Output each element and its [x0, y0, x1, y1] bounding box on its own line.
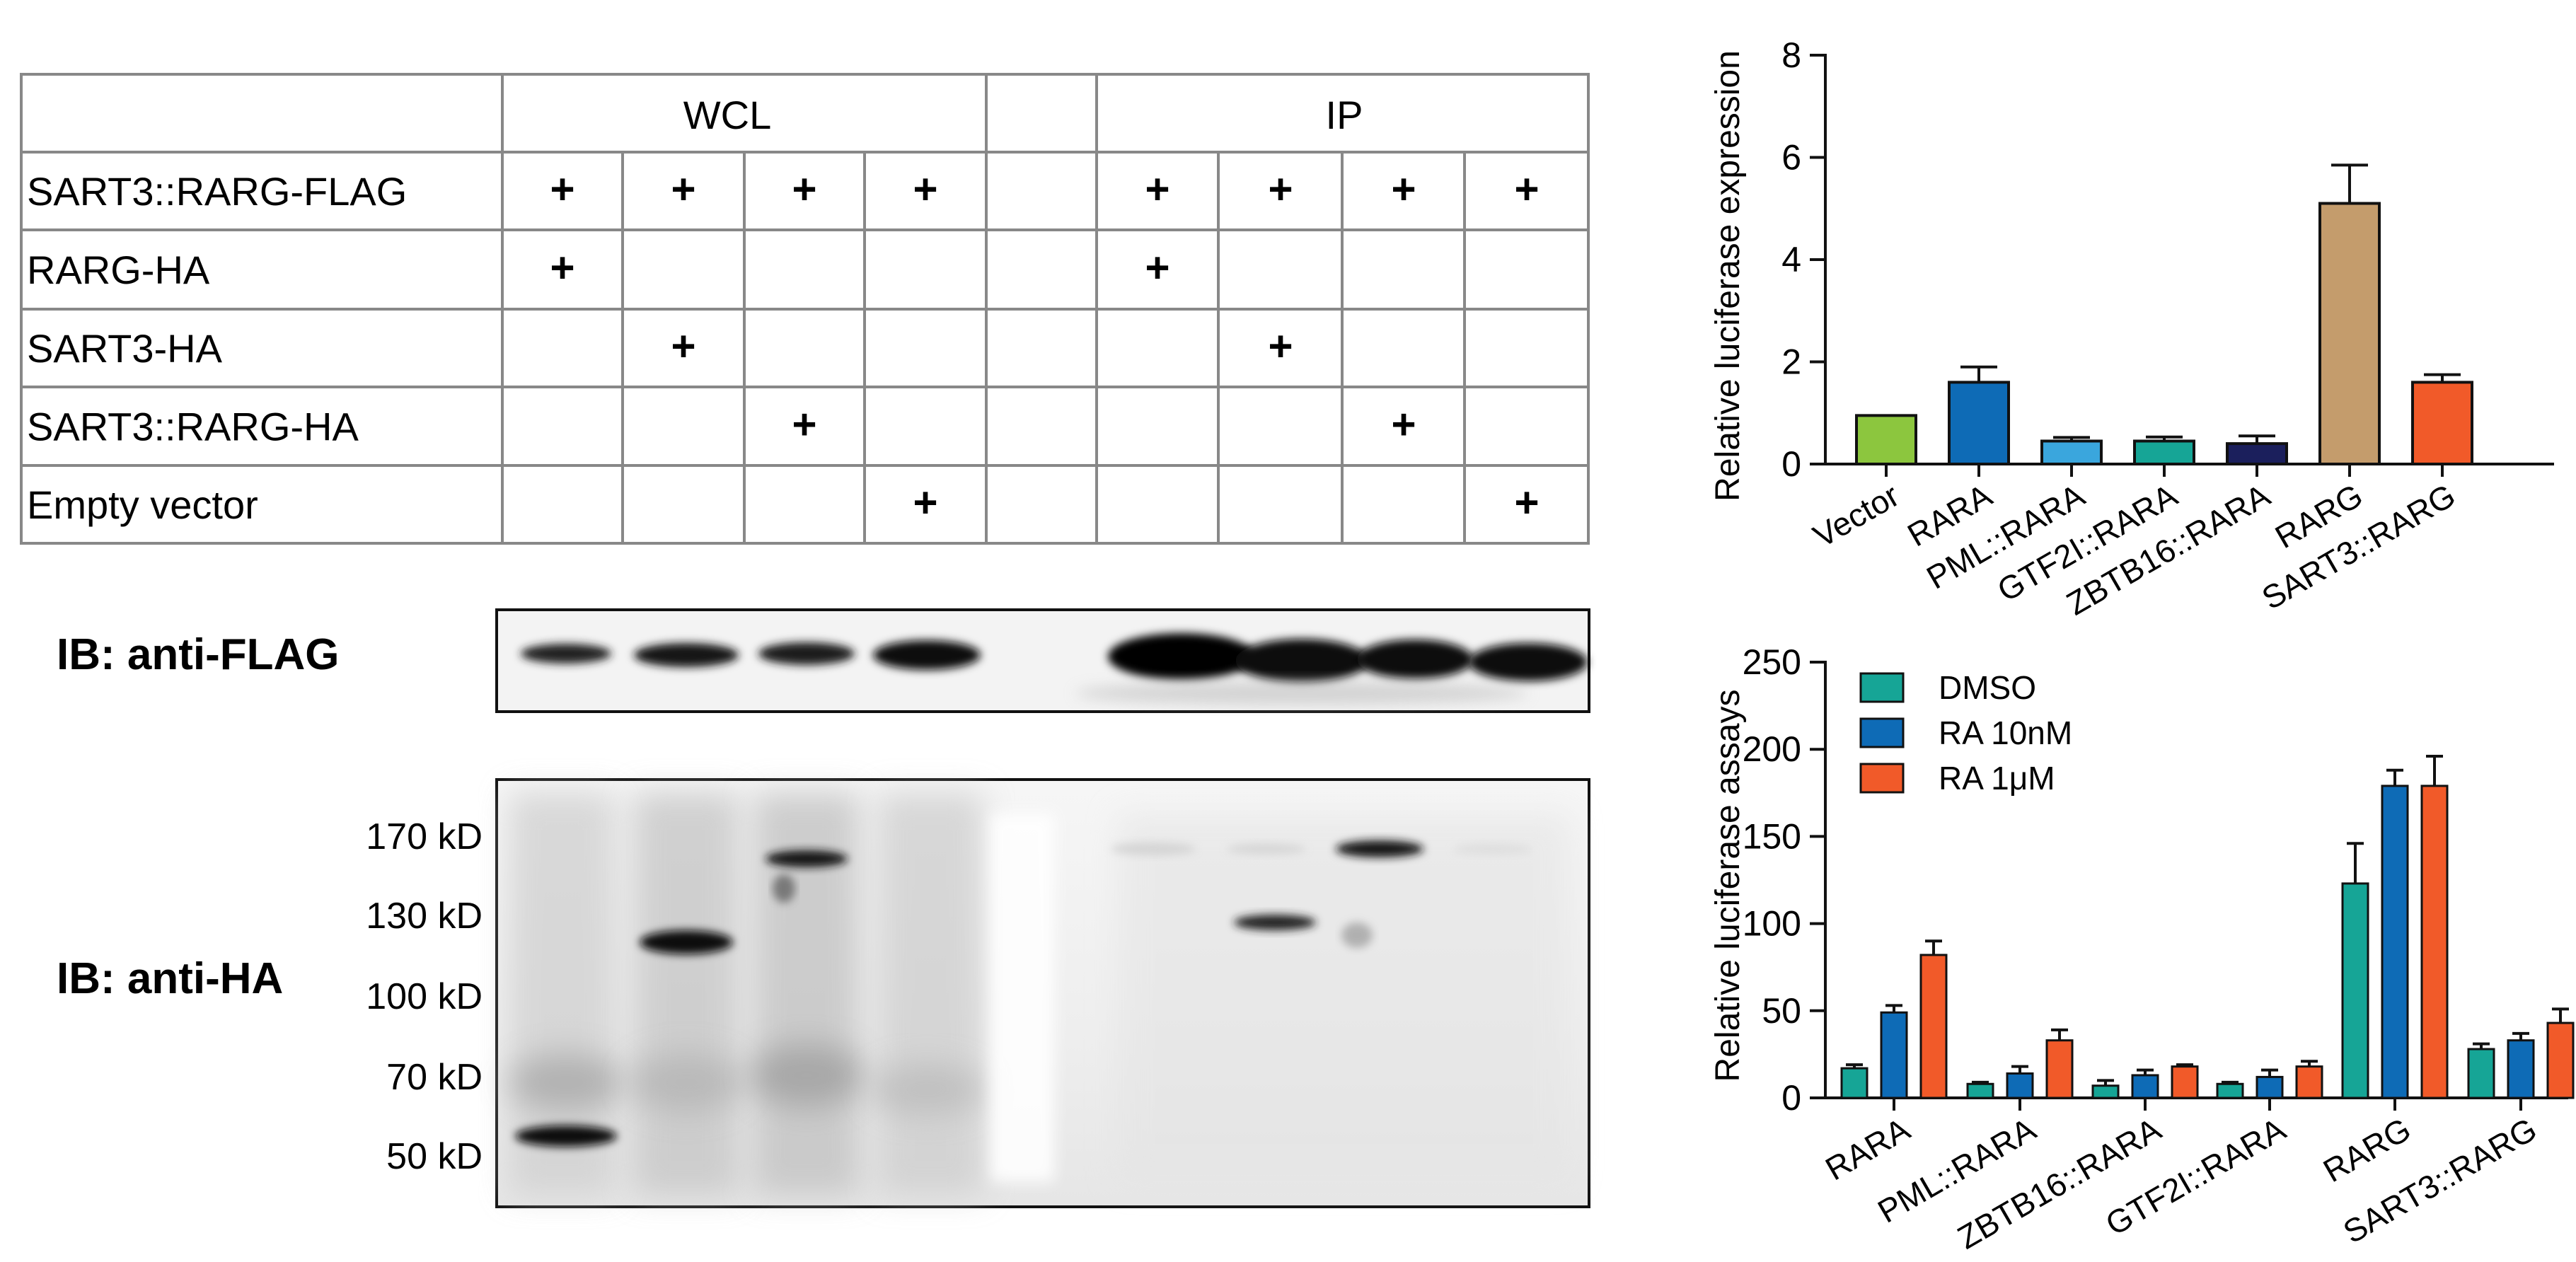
bar — [1855, 414, 1917, 465]
plus-mark: + — [1145, 166, 1169, 213]
y-tick-label: 50 — [1762, 991, 1801, 1031]
marker-100kd: 100 kD — [366, 976, 483, 1017]
row-label: Empty vector — [27, 482, 258, 527]
legend-label: RA 1μM — [1939, 760, 2055, 797]
marker-170kd: 170 kD — [366, 816, 483, 857]
marker-50kd: 50 kD — [386, 1136, 483, 1177]
y-tick-label: 8 — [1781, 35, 1801, 75]
plus-mark: + — [1514, 479, 1539, 526]
marker-70kd: 70 kD — [386, 1057, 483, 1098]
bar — [2040, 439, 2103, 465]
bar — [1948, 381, 2010, 466]
plus-mark: + — [550, 166, 574, 213]
bar — [2226, 442, 2288, 465]
chart1-y-axis-label: Relative luciferase expression — [1709, 50, 1747, 502]
x-tick-label: ZBTB16::RARA — [1951, 1110, 2167, 1256]
luciferase-expression-chart: Relative luciferase expression 0 2 4 6 8 Vec… — [1709, 35, 2554, 623]
legend-label: DMSO — [1939, 669, 2036, 706]
x-tick-label: Vector — [1807, 477, 1905, 555]
x-tick-label: RARG — [2317, 1111, 2417, 1189]
bar — [2381, 785, 2409, 1099]
flag-blot-image — [495, 608, 1590, 713]
y-tick-label: 100 — [1743, 904, 1801, 944]
coip-table: WCL IP SART3::RARG-FLAG + + + + + + + +RARG-HA + +… — [20, 73, 1590, 545]
row-label: SART3-HA — [27, 326, 223, 371]
bar — [2341, 882, 2369, 1099]
luciferase-assays-chart: Relative luciferase assays 0 50 100 150 200 2… — [1709, 642, 2575, 1256]
legend-swatch — [1859, 763, 1905, 794]
western-blots: IB: anti-FLAG IB: anti-HA 170 kD 130 kD … — [57, 608, 1590, 1208]
y-tick-label: 4 — [1781, 240, 1801, 279]
plus-mark: + — [792, 401, 816, 448]
legend-label: RA 10nM — [1939, 714, 2072, 751]
group-header-ip: IP — [1326, 93, 1363, 137]
bar — [2411, 381, 2473, 466]
y-tick-label: 0 — [1781, 1078, 1801, 1118]
plus-mark: + — [1514, 166, 1539, 213]
y-tick-label: 6 — [1781, 138, 1801, 178]
ha-blot-label: IB: anti-HA — [57, 954, 283, 1003]
plus-mark: + — [1391, 166, 1416, 213]
bar — [2256, 1075, 2284, 1099]
plus-mark: + — [1268, 166, 1293, 213]
x-tick-label: RARA — [1819, 1110, 1916, 1187]
chart1-x-labels: VectorRARAPML::RARAGTF2I::RARAZBTB16::RA… — [1807, 464, 2461, 623]
bar — [2420, 785, 2449, 1099]
legend-swatch — [1859, 672, 1905, 703]
bar — [2091, 1084, 2120, 1099]
bar — [1966, 1082, 1994, 1099]
bar — [2507, 1039, 2535, 1099]
bar — [2171, 1065, 2199, 1099]
chart1-bars — [1855, 163, 2473, 466]
chart2-y-axis-label: Relative luciferase assays — [1709, 690, 1747, 1082]
plus-mark: + — [792, 166, 816, 213]
plus-mark: + — [671, 166, 695, 213]
y-tick-label: 200 — [1743, 729, 1801, 769]
table-grid — [20, 73, 1590, 545]
bar — [1840, 1067, 1869, 1099]
bar — [2133, 439, 2195, 465]
bar — [2546, 1021, 2575, 1099]
bar — [2045, 1039, 2074, 1099]
bar — [2467, 1048, 2495, 1099]
flag-blot-label: IB: anti-FLAG — [57, 630, 340, 679]
y-tick-label: 250 — [1743, 642, 1801, 682]
marker-130kd: 130 kD — [366, 896, 483, 937]
chart2-bars — [1840, 755, 2575, 1099]
plus-mark: + — [671, 323, 695, 370]
row-label: SART3::RARG-HA — [27, 405, 359, 449]
bar — [2318, 202, 2381, 465]
plus-mark: + — [1268, 323, 1293, 370]
bar — [2216, 1082, 2244, 1099]
bar — [1880, 1011, 1908, 1099]
y-tick-label: 0 — [1781, 444, 1801, 484]
row-label: SART3::RARG-FLAG — [27, 169, 407, 214]
ha-blot-image — [495, 778, 1590, 1208]
table-cells: SART3::RARG-FLAG + + + + + + + +RARG-HA + +SART3-H… — [27, 166, 1540, 527]
plus-mark: + — [1391, 401, 1416, 448]
chart2-legend: DMSO RA 10nM RA 1μM — [1859, 669, 2072, 797]
plus-mark: + — [1145, 244, 1169, 291]
plus-mark: + — [550, 244, 574, 291]
legend-swatch — [1859, 717, 1905, 748]
plus-mark: + — [913, 479, 937, 526]
plus-mark: + — [913, 166, 937, 213]
bar — [2006, 1072, 2034, 1099]
bar — [2131, 1074, 2159, 1099]
bar — [2295, 1065, 2323, 1099]
group-header-wcl: WCL — [683, 93, 771, 137]
y-tick-label: 150 — [1743, 816, 1801, 856]
y-tick-label: 2 — [1781, 342, 1801, 382]
bar — [1919, 954, 1948, 1099]
row-label: RARG-HA — [27, 248, 210, 292]
